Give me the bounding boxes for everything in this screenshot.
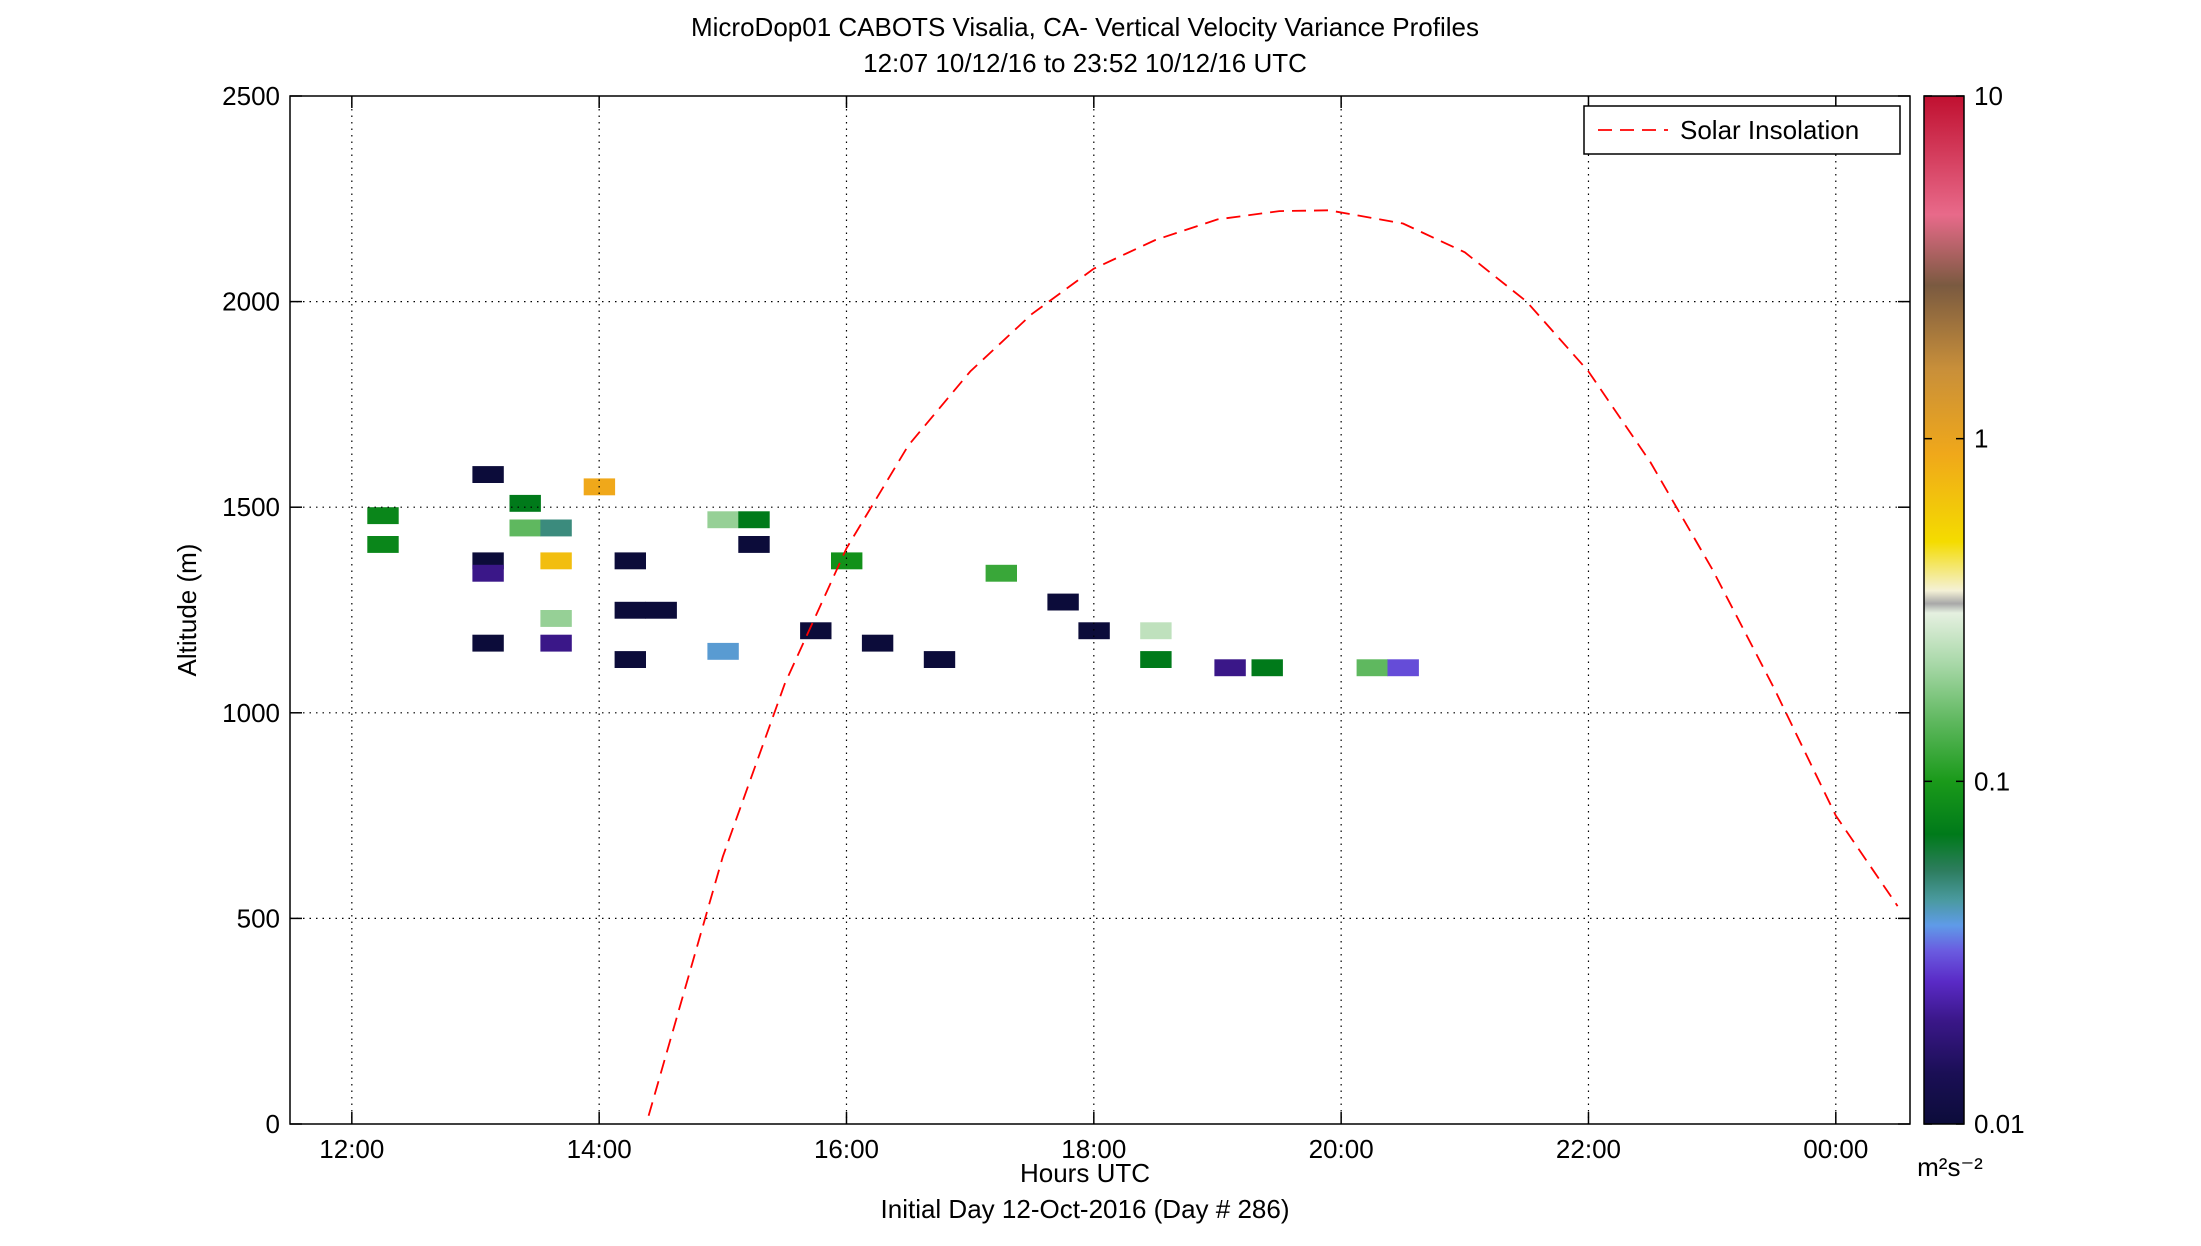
heatmap-cell xyxy=(1251,659,1283,677)
colorbar-ticks: 0.01 0.1 1 10 xyxy=(1924,81,2025,1139)
x-tick-label: 18:00 xyxy=(1061,1134,1126,1164)
y-tick-label: 2500 xyxy=(222,81,280,111)
chart-title: MicroDop01 CABOTS Visalia, CA- Vertical … xyxy=(691,12,1479,42)
series-line-solar-insolation xyxy=(647,209,1899,1117)
heatmap-cell xyxy=(645,601,677,619)
y-tick-label: 0 xyxy=(266,1109,280,1139)
x-axis-label: Hours UTC xyxy=(1020,1158,1150,1188)
x-tick-label: 12:00 xyxy=(319,1134,384,1164)
y-axis-ticks: 0 500 1000 1500 2000 2500 xyxy=(222,81,1910,1139)
heatmap-cell xyxy=(1140,622,1172,640)
heatmap-cell xyxy=(509,494,541,512)
x-tick-label: 20:00 xyxy=(1309,1134,1374,1164)
heatmap-cell xyxy=(1356,659,1388,677)
heatmap-cell xyxy=(738,511,770,529)
heatmap-cell xyxy=(540,519,572,537)
heatmap-cell xyxy=(540,610,572,627)
heatmap-cell xyxy=(614,601,646,619)
heatmap-cell xyxy=(540,634,572,652)
legend: Solar Insolation xyxy=(1583,105,1901,155)
heatmap-cell xyxy=(707,511,739,529)
heatmap-cell xyxy=(540,552,572,570)
x-tick-label: 22:00 xyxy=(1556,1134,1621,1164)
x-tick-label: 00:00 xyxy=(1803,1134,1868,1164)
x-axis-sublabel: Initial Day 12-Oct-2016 (Day # 286) xyxy=(881,1194,1290,1224)
chart-subtitle: 12:07 10/12/16 to 23:52 10/12/16 UTC xyxy=(863,48,1307,78)
y-tick-label: 500 xyxy=(237,903,280,933)
heatmap-cell xyxy=(509,519,541,537)
heatmap-cell xyxy=(800,622,832,640)
heatmap-cell xyxy=(707,642,739,660)
heatmap-cell xyxy=(861,634,894,652)
heatmap-cell xyxy=(1214,659,1246,677)
colorbar: 0.01 0.1 1 10 m²s⁻² xyxy=(1917,81,2024,1182)
heatmap-cell xyxy=(738,536,770,553)
colorbar-tick-label: 10 xyxy=(1974,81,2003,111)
heatmap-cell xyxy=(923,651,956,668)
heatmap-cell xyxy=(614,651,646,668)
heatmap-cell xyxy=(614,552,646,570)
heatmap-cell xyxy=(1140,651,1172,668)
heatmap-cell xyxy=(1078,622,1110,640)
x-tick-label: 14:00 xyxy=(567,1134,632,1164)
heatmap-cells xyxy=(367,466,1419,677)
grid-lines xyxy=(290,96,1910,1124)
x-axis-ticks: 12:00 14:00 16:00 18:00 20:00 22:00 00:00 xyxy=(319,96,1868,1164)
colorbar-tick-label: 1 xyxy=(1974,424,1988,454)
colorbar-tick-label: 0.01 xyxy=(1974,1109,2025,1139)
heatmap-cell xyxy=(472,564,504,582)
heatmap-cell xyxy=(1387,659,1419,677)
heatmap-cell xyxy=(985,564,1017,582)
heatmap-cell xyxy=(367,507,399,525)
series-lines xyxy=(647,209,1899,1117)
plot-frame xyxy=(289,95,1911,1125)
y-tick-label: 1000 xyxy=(222,698,280,728)
colorbar-gradient xyxy=(1924,96,1964,1124)
heatmap-cell xyxy=(472,466,504,483)
legend-label-solar-insolation: Solar Insolation xyxy=(1680,115,1859,145)
x-tick-label: 16:00 xyxy=(814,1134,879,1164)
y-axis-label: Altitude (m) xyxy=(172,544,202,677)
colorbar-frame xyxy=(1923,95,1965,1125)
heatmap-cell xyxy=(831,552,863,570)
heatmap-cell xyxy=(1047,593,1079,611)
colorbar-unit-label: m²s⁻² xyxy=(1917,1152,1983,1182)
y-tick-label: 1500 xyxy=(222,492,280,522)
heatmap-cell xyxy=(472,634,504,652)
colorbar-tick-label: 0.1 xyxy=(1974,766,2010,796)
heatmap-cell xyxy=(367,536,399,553)
plot-area xyxy=(290,96,1910,1124)
legend-box xyxy=(1583,105,1901,155)
y-tick-label: 2000 xyxy=(222,287,280,317)
